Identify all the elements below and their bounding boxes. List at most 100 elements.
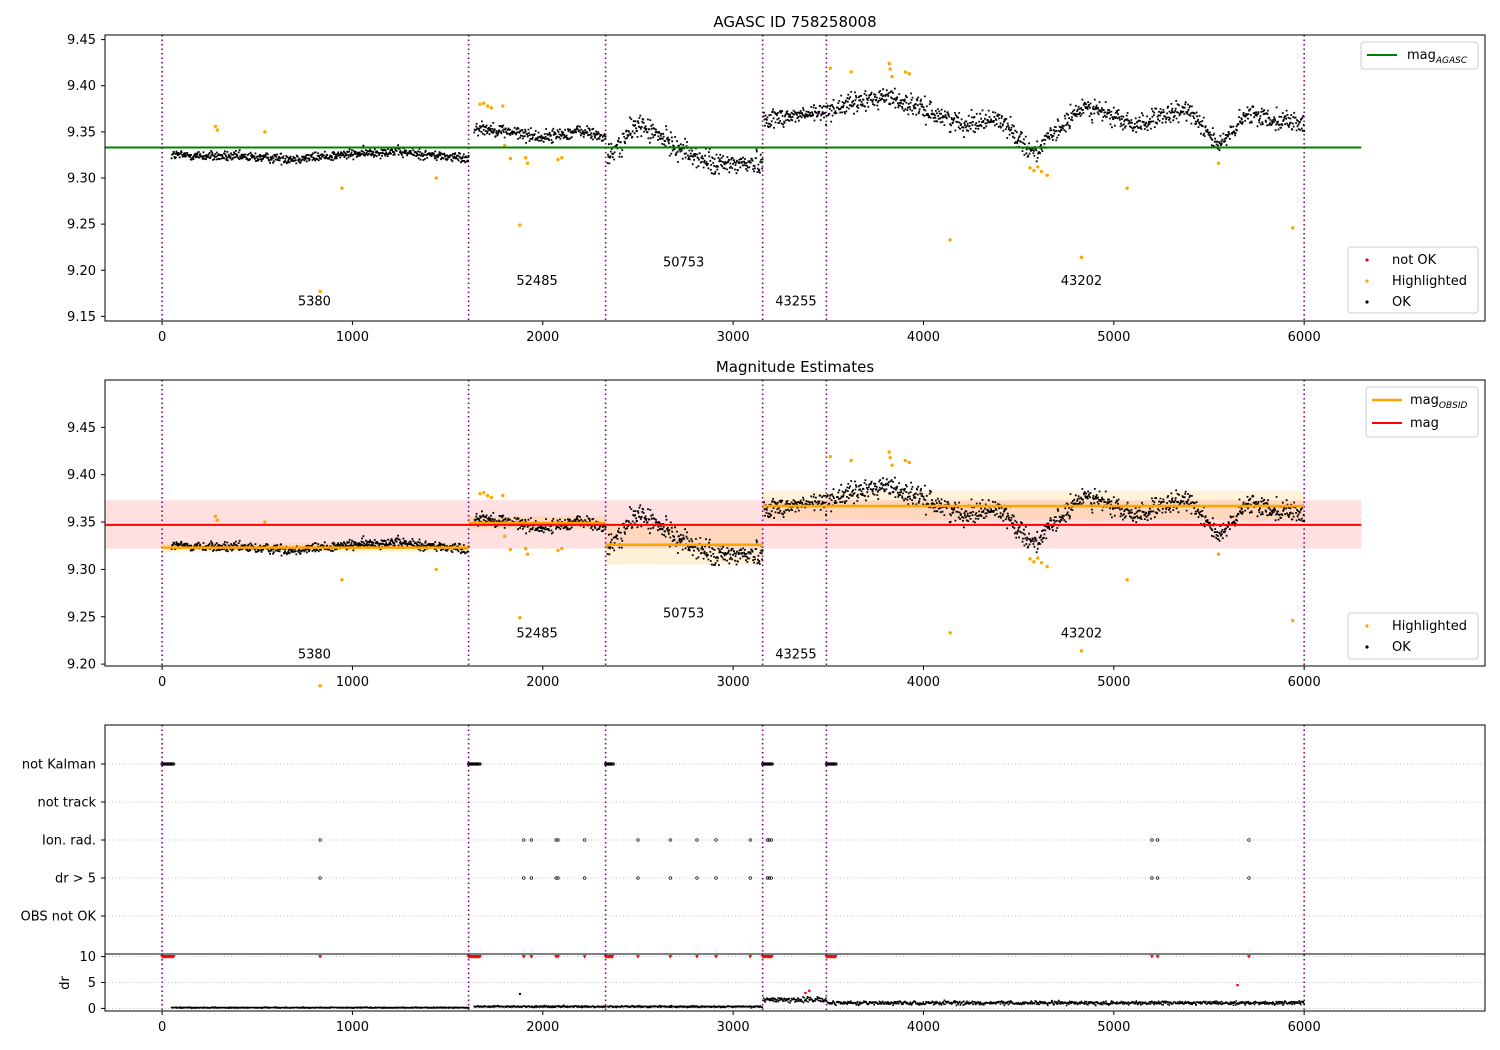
p1-highlighted-point xyxy=(1032,168,1036,173)
dr-capped-marker xyxy=(556,955,561,959)
p1-highlighted-point xyxy=(888,67,892,71)
p1-highlighted-point xyxy=(1125,186,1129,190)
not-kalman-marker xyxy=(478,762,482,766)
p2-highlighted-point xyxy=(1045,564,1049,569)
p2-ytick-label: 9.45 xyxy=(67,421,96,436)
p1-highlighted-point xyxy=(1039,169,1044,174)
p2-highlighted-point xyxy=(263,520,267,524)
p1-highlighted-point xyxy=(263,130,267,134)
p2-xtick-label: 5000 xyxy=(1097,675,1130,690)
p1-ytick-label: 9.40 xyxy=(67,79,96,94)
p2-highlighted-point xyxy=(903,458,908,463)
p1-highlighted-point xyxy=(482,101,486,105)
p2-highlighted-point xyxy=(1079,649,1084,653)
panel-flags-plot-area xyxy=(105,725,1485,1011)
p3-xtick-label: 0 xyxy=(158,1020,166,1035)
p1-highlighted-point xyxy=(213,124,218,129)
p2-highlighted-point xyxy=(1125,578,1129,582)
p1-obsid-label: 43202 xyxy=(1061,274,1102,289)
dr-notok-point xyxy=(804,991,807,995)
p1-highlighted-point xyxy=(887,61,891,66)
ion-rad-marker xyxy=(695,838,699,842)
p2-highlighted-point xyxy=(482,490,486,495)
p2-highlighted-point xyxy=(523,546,528,551)
p3-xtick-label: 4000 xyxy=(907,1020,940,1035)
dr-capped-marker xyxy=(833,955,838,959)
dr-capped-marker xyxy=(529,955,534,959)
p1-highlighted-point xyxy=(907,72,911,76)
p1-highlighted-point xyxy=(489,106,494,110)
dr-gt5-marker xyxy=(769,876,773,880)
dr-capped-marker xyxy=(1149,955,1154,959)
p1-xtick-label: 6000 xyxy=(1288,330,1321,345)
dr-points xyxy=(170,996,1305,1010)
dr-gt5-marker xyxy=(636,876,640,880)
p1-highlighted-point xyxy=(485,104,490,108)
p3-xtick-label: 6000 xyxy=(1288,1020,1321,1035)
dr-gt5-marker xyxy=(714,876,718,880)
p1-xtick-label: 3000 xyxy=(717,330,750,345)
p2-highlighted-point xyxy=(887,450,891,454)
p2-highlighted-point xyxy=(849,458,853,463)
p3-xtick-label: 2000 xyxy=(526,1020,559,1035)
dr-capped-marker xyxy=(1246,955,1251,959)
p2-highlighted-point xyxy=(503,534,507,538)
legend-agasc-notok: not OK xyxy=(1392,253,1437,268)
legend-agasc-highlighted: Highlighted xyxy=(1392,274,1467,289)
p2-obsid-label: 52485 xyxy=(516,627,557,642)
p1-highlighted-point xyxy=(478,102,482,106)
dr-gt5-marker xyxy=(695,876,699,880)
dr-capped-marker xyxy=(694,955,699,959)
p2-ytick-label: 9.30 xyxy=(67,563,96,578)
panel-flags: not Kalman not track Ion. rad. dr > 5 OBS no… xyxy=(21,724,1486,1035)
ion-rad-marker xyxy=(1150,838,1154,842)
p2-highlighted-point xyxy=(318,684,322,688)
p2-highlighted-point xyxy=(948,631,952,635)
dr-ytick-label: 0 xyxy=(88,1002,96,1017)
panel-agasc-plot-area: 5380 52485 50753 43255 43202 xyxy=(105,35,1362,321)
p3-xtick-label: 3000 xyxy=(717,1020,750,1035)
ion-rad-marker xyxy=(748,838,752,842)
ion-rad-marker xyxy=(1155,838,1160,842)
p1-obsid-label: 43255 xyxy=(775,294,816,309)
p2-ytick-label: 9.25 xyxy=(67,610,96,625)
dr-gt5-marker xyxy=(748,876,752,880)
ion-rad-marker xyxy=(636,838,640,842)
p1-highlighted-point xyxy=(849,70,853,74)
dr-capped-marker xyxy=(668,955,673,959)
dr-gt5-marker xyxy=(318,876,322,880)
dr-capped-marker xyxy=(171,955,176,959)
ion-rad-marker xyxy=(556,838,560,842)
p2-highlighted-point xyxy=(1291,618,1295,623)
ion-rad-marker xyxy=(769,838,773,842)
legend-agasc-mag-label: magAGASC xyxy=(1407,48,1468,66)
panel-estimates: Magnitude Estimates 5380 52485 50753 43255 4… xyxy=(67,358,1486,690)
p1-highlighted-point xyxy=(340,186,344,190)
p1-ytick-label: 9.15 xyxy=(67,310,96,325)
p2-highlighted-point xyxy=(1216,552,1221,556)
ion-rad-marker xyxy=(583,838,587,842)
p2-highlighted-point xyxy=(485,493,490,498)
p2-highlighted-point xyxy=(556,548,560,553)
ion-rad-marker xyxy=(318,838,322,842)
p1-xtick-label: 0 xyxy=(158,330,166,345)
dr-gt5-marker xyxy=(765,876,770,880)
dr-capped-marker xyxy=(769,955,774,959)
dr-gt5-marker xyxy=(1247,876,1251,880)
p1-xtick-label: 1000 xyxy=(336,330,369,345)
ion-rad-marker xyxy=(522,838,526,842)
ion-rad-marker xyxy=(529,838,534,842)
p1-obsid-label: 52485 xyxy=(516,274,557,289)
legend-estimates-lines: magOBSID mag xyxy=(1365,386,1479,438)
p1-highlighted-point xyxy=(948,238,952,242)
p2-obsid-label: 5380 xyxy=(298,647,331,662)
p1-highlighted-point xyxy=(556,157,560,162)
p1-ok-points xyxy=(170,87,1306,175)
p1-highlighted-point xyxy=(318,289,322,294)
dr-capped-marker xyxy=(635,955,640,959)
legend-agasc-ok: OK xyxy=(1392,295,1411,310)
legend-agasc-lines: magAGASC xyxy=(1360,41,1479,70)
p2-highlighted-point xyxy=(525,552,530,556)
p2-highlighted-point xyxy=(508,547,513,552)
